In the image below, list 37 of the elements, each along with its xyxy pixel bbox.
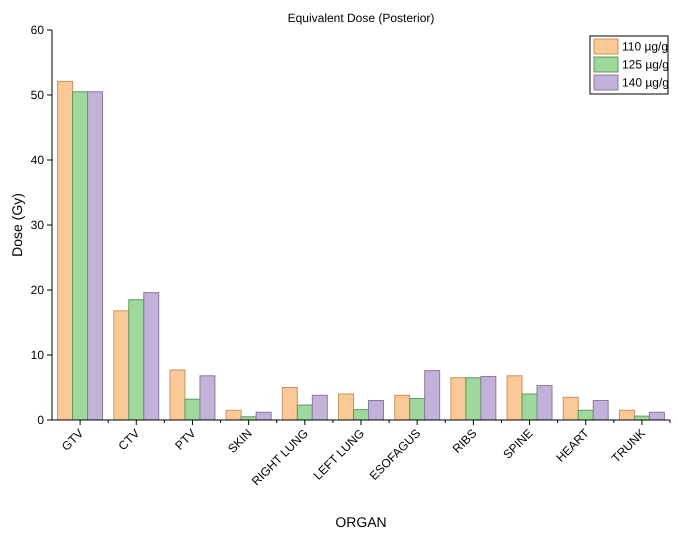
bar	[312, 394, 328, 420]
bar	[368, 400, 384, 420]
y-tick-label: 40	[30, 153, 44, 168]
legend-label: 110 µg/g	[622, 40, 668, 54]
bar	[522, 394, 538, 420]
bar	[592, 400, 609, 420]
bar	[199, 375, 216, 420]
chart-title: Equivalent Dose (Posterior)	[288, 11, 434, 25]
bar	[424, 370, 440, 420]
bar	[394, 394, 410, 420]
y-axis-title: Dose (Gy)	[9, 193, 25, 257]
bar	[648, 412, 665, 420]
bar	[57, 80, 74, 420]
bar	[184, 398, 200, 420]
bar	[128, 299, 144, 420]
bar	[409, 398, 426, 420]
bar	[506, 375, 523, 420]
bar	[536, 385, 553, 420]
bar	[338, 394, 354, 420]
y-tick-label: 10	[30, 348, 44, 362]
y-tick-label: 50	[30, 88, 44, 102]
bar	[450, 377, 466, 420]
bar	[72, 91, 88, 420]
bar	[256, 412, 272, 420]
y-tick-label: 0	[37, 413, 44, 428]
bar	[282, 387, 298, 420]
bar	[480, 376, 496, 420]
bar	[113, 310, 130, 420]
bar	[169, 369, 186, 420]
bar	[465, 377, 482, 420]
y-tick-label: 20	[30, 283, 44, 298]
x-axis-title: ORGAN	[335, 514, 387, 530]
y-tick-label: 60	[30, 23, 44, 38]
y-tick-label: 30	[30, 218, 44, 232]
bar	[87, 91, 104, 420]
bar	[143, 292, 160, 420]
bar	[562, 396, 579, 420]
